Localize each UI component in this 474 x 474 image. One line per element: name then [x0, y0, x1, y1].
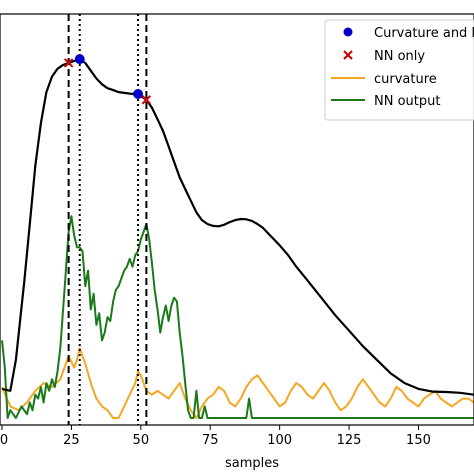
series-line-curvature [1, 347, 474, 419]
marker-curvature-and-nn [74, 54, 85, 65]
x-tick-label: 150 [406, 433, 431, 448]
x-tick-label: 25 [63, 433, 80, 448]
legend-marker-nn-only [343, 50, 353, 60]
legend-marker-both [343, 27, 353, 37]
legend-label-curvature: curvature [374, 72, 437, 87]
marker-nn-only [141, 95, 152, 105]
marker-nn-only [63, 58, 74, 68]
legend-label-both: Curvature and NN [374, 26, 474, 41]
x-tick-label: 50 [133, 433, 150, 448]
marker-layer [63, 54, 152, 105]
vline-layer [67, 14, 148, 425]
x-tick-label: 100 [267, 433, 292, 448]
plot-frame [0, 13, 474, 426]
x-tick-label: 125 [337, 433, 362, 448]
x-axis-ticks: 0 25 50 75 100 125 150 [0, 425, 431, 448]
x-tick-label: 75 [202, 433, 219, 448]
legend-box [324, 19, 474, 121]
x-tick-label: 0 [0, 433, 8, 448]
legend: Curvature and NN NN only curvature NN ou… [324, 19, 474, 121]
marker-curvature-and-nn [133, 89, 144, 100]
legend-label-nn-output: NN output [374, 94, 440, 109]
series-line-nn-output [1, 215, 474, 419]
x-axis-label: samples [225, 456, 279, 471]
legend-label-nn-only: NN only [374, 49, 425, 64]
